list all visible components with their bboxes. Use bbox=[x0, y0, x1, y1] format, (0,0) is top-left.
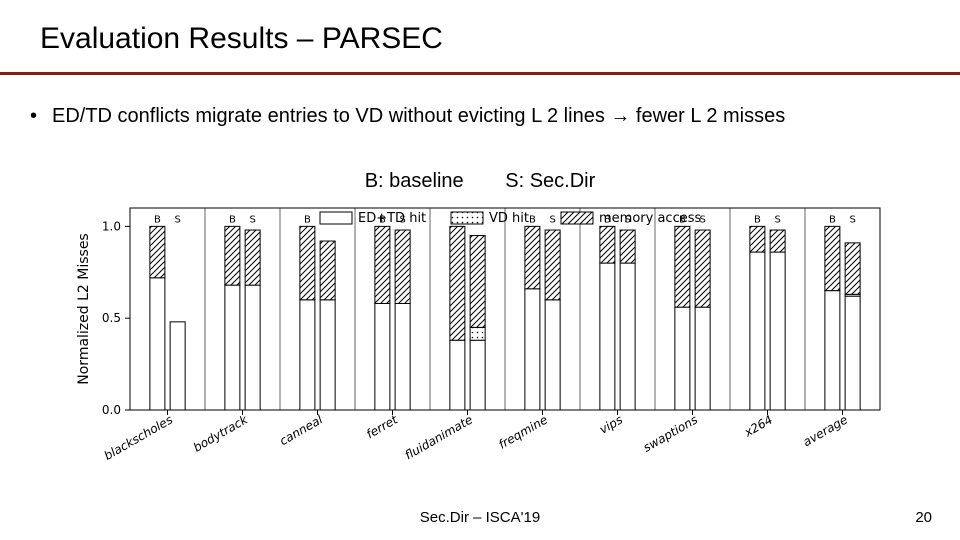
svg-text:S: S bbox=[774, 214, 780, 225]
svg-text:0.0: 0.0 bbox=[102, 403, 121, 417]
bullet-text: ED/TD conflicts migrate entries to VD wi… bbox=[52, 105, 785, 127]
svg-text:B: B bbox=[529, 214, 536, 225]
key-baseline: B: baseline bbox=[365, 170, 464, 192]
key-row: B: baseline S: Sec.Dir bbox=[0, 170, 960, 193]
svg-text:B: B bbox=[229, 214, 236, 225]
svg-text:ferret: ferret bbox=[364, 412, 401, 442]
svg-text:canneal: canneal bbox=[277, 412, 325, 448]
page-number: 20 bbox=[915, 509, 932, 526]
svg-text:S: S bbox=[174, 214, 180, 225]
svg-text:Normalized L2 Misses: Normalized L2 Misses bbox=[76, 233, 92, 384]
svg-text:B: B bbox=[754, 214, 761, 225]
footer-center: Sec.Dir – ISCA'19 bbox=[0, 509, 960, 526]
svg-text:memory access: memory access bbox=[599, 211, 701, 226]
l2-miss-chart: 0.0 0.5 1.0 Normalized L2 Misses B Sblackscho… bbox=[70, 200, 890, 480]
svg-text:swaptions: swaptions bbox=[641, 412, 700, 454]
svg-text:x264: x264 bbox=[741, 412, 775, 440]
bullet-line: •ED/TD conflicts migrate entries to VD w… bbox=[30, 105, 785, 128]
svg-text:1.0: 1.0 bbox=[102, 219, 121, 233]
svg-text:VD hit: VD hit bbox=[489, 211, 529, 226]
svg-text:vips: vips bbox=[597, 412, 625, 436]
svg-text:0.5: 0.5 bbox=[102, 311, 121, 325]
title-rule bbox=[0, 72, 960, 75]
slide-title: Evaluation Results – PARSEC bbox=[40, 22, 443, 56]
svg-text:B: B bbox=[304, 214, 311, 225]
key-secdir: S: Sec.Dir bbox=[505, 170, 595, 192]
svg-text:S: S bbox=[249, 214, 255, 225]
svg-text:S: S bbox=[549, 214, 555, 225]
svg-text:blackscholes: blackscholes bbox=[102, 412, 175, 462]
svg-text:S: S bbox=[849, 214, 855, 225]
svg-text:fluidanimate: fluidanimate bbox=[402, 412, 475, 462]
svg-text:B: B bbox=[829, 214, 836, 225]
svg-text:average: average bbox=[800, 412, 850, 449]
svg-text:bodytrack: bodytrack bbox=[191, 412, 251, 455]
svg-text:freqmine: freqmine bbox=[496, 412, 550, 451]
svg-text:ED+TD hit: ED+TD hit bbox=[358, 211, 426, 226]
svg-text:B: B bbox=[154, 214, 161, 225]
